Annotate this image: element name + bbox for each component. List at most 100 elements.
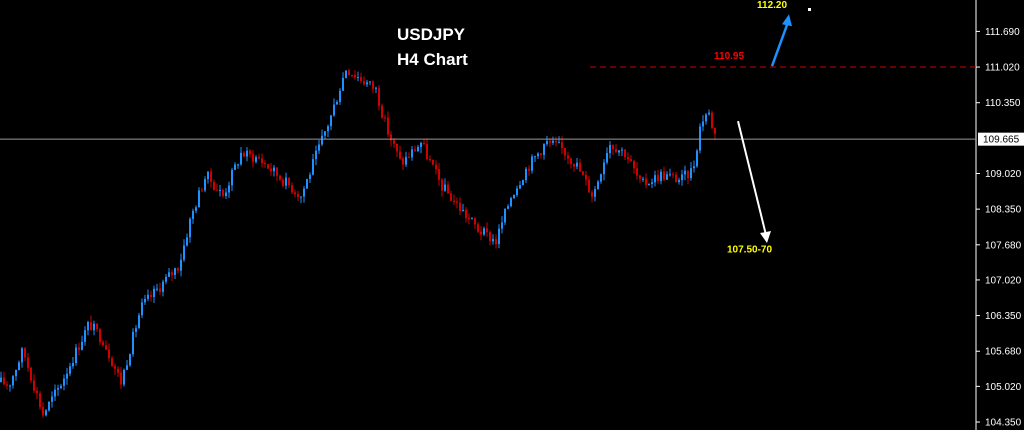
candle-body (645, 178, 647, 185)
candle-body (231, 169, 233, 186)
candle-body (528, 168, 530, 171)
candle-body (147, 294, 149, 299)
candle-body (249, 150, 251, 155)
price-axis-ticks: 111.690 111.020 110.350 109.020 108.350 107.6… (976, 27, 1022, 429)
candle-body (234, 164, 236, 170)
candle-body (207, 171, 209, 180)
candle-body (186, 237, 188, 246)
candle-body (681, 174, 683, 181)
candle-body (15, 370, 17, 377)
candle-body (165, 276, 167, 282)
candle-body (24, 348, 26, 358)
candle-body (264, 163, 266, 165)
candle-body (198, 190, 200, 208)
candle-body (417, 147, 419, 152)
candle-body (534, 156, 536, 158)
candle-body (273, 167, 275, 172)
candle-body (525, 168, 527, 181)
candle-body (90, 321, 92, 331)
candle-body (18, 362, 20, 371)
candle-body (426, 143, 428, 160)
candle-body (423, 142, 425, 144)
candle-body (480, 231, 482, 235)
candle-body (351, 74, 353, 76)
candle-body (561, 142, 563, 148)
candle-body (594, 189, 596, 197)
candle-body (624, 149, 626, 158)
candle-body (606, 153, 608, 163)
candle-body (699, 126, 701, 151)
candle-body (294, 192, 296, 195)
candle-body (111, 358, 113, 367)
candle-body (93, 323, 95, 331)
candle-body (66, 373, 68, 379)
candle-body (243, 152, 245, 157)
candle-body (492, 239, 494, 242)
candle-body (99, 329, 101, 342)
candle-body (405, 156, 407, 165)
candle-body (633, 161, 635, 169)
candle-body (117, 368, 119, 373)
candle-body (270, 168, 272, 172)
candle-body (225, 192, 227, 196)
candle-body (168, 272, 170, 277)
candle-body (30, 367, 32, 381)
candle-body (657, 175, 659, 182)
candle-body (321, 135, 323, 145)
candle-body (324, 131, 326, 136)
candle-body (126, 365, 128, 370)
resistance-label: 110.95 (714, 51, 744, 62)
candle-body (393, 140, 395, 144)
marker-dot (808, 8, 811, 11)
candle-body (12, 376, 14, 386)
candle-body (597, 181, 599, 190)
candle-body (120, 372, 122, 385)
candle-body (336, 101, 338, 105)
candle-body (678, 180, 680, 183)
candle-body (195, 207, 197, 211)
candle-body (300, 196, 302, 198)
candle-body (96, 323, 98, 330)
candle-body (591, 192, 593, 197)
candle-body (348, 70, 350, 75)
candle-body (36, 390, 38, 394)
candle-body (228, 185, 230, 193)
candle-body (474, 218, 476, 225)
candle-body (615, 149, 617, 153)
candle-body (279, 175, 281, 180)
candle-body (477, 224, 479, 232)
candle-body (552, 140, 554, 143)
candle-body (501, 222, 503, 229)
downside-target-label: 107.50-70 (727, 245, 772, 256)
candle-body (132, 331, 134, 355)
candle-body (192, 210, 194, 219)
candle-body (675, 174, 677, 183)
candle-body (3, 377, 5, 385)
candle-body (378, 87, 380, 106)
candle-body (177, 268, 179, 271)
candle-body (690, 168, 692, 179)
price-tick-label: 105.020 (985, 382, 1022, 393)
candle-body (78, 347, 80, 350)
candle-body (102, 341, 104, 346)
candle-body (666, 174, 668, 180)
candle-body (660, 171, 662, 182)
candle-body (408, 156, 410, 158)
downside-target-arrow (737, 120, 767, 236)
upside-target-label: 112.20 (757, 0, 787, 11)
candle-body (87, 321, 89, 331)
price-tick-label: 105.680 (985, 347, 1022, 358)
upside-arrow-head (782, 14, 792, 27)
candle-body (510, 198, 512, 207)
candle-body (396, 143, 398, 152)
candle-body (162, 281, 164, 292)
price-tick-label: 110.350 (985, 98, 1021, 109)
candle-body (246, 150, 248, 157)
candle-body (702, 121, 704, 127)
candle-body (33, 380, 35, 391)
candle-body (123, 369, 125, 385)
candle-body (546, 141, 548, 145)
candle-body (63, 378, 65, 386)
candle-body (318, 144, 320, 151)
candle-body (399, 151, 401, 159)
